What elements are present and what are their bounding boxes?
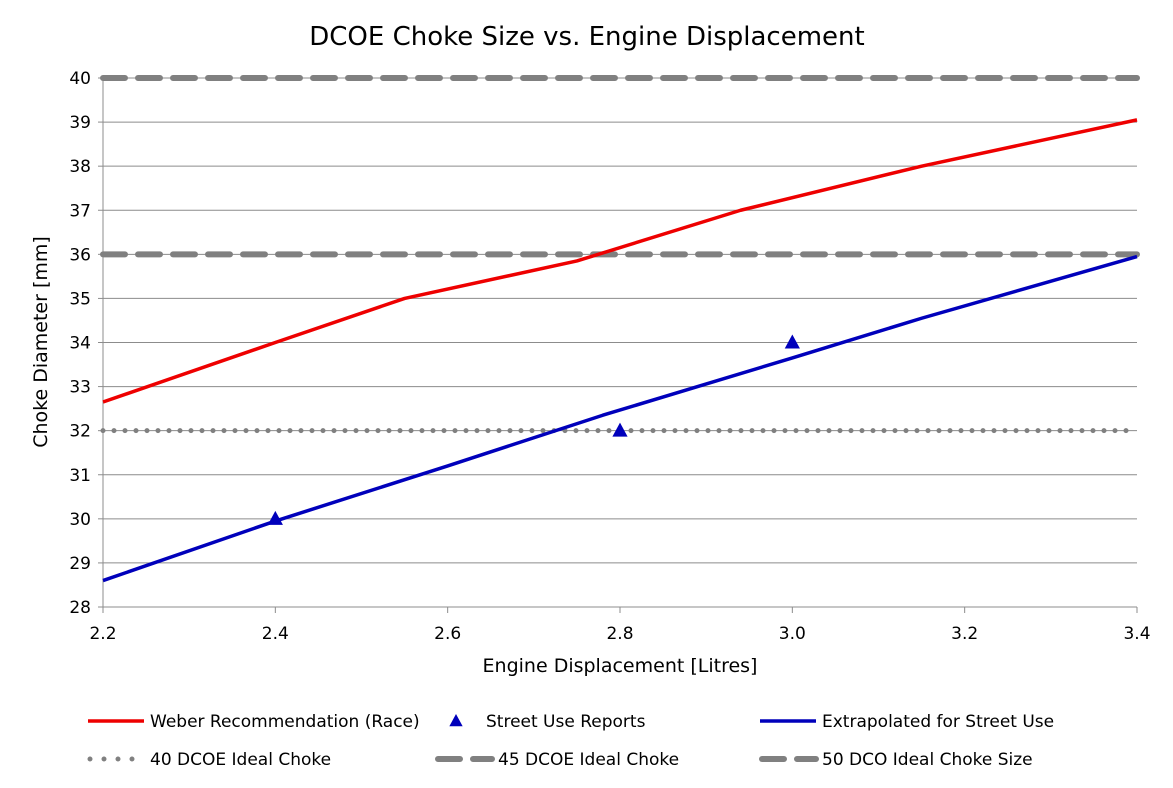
legend-label: 45 DCOE Ideal Choke bbox=[498, 750, 679, 770]
y-tick-label: 37 bbox=[69, 201, 91, 221]
legend-label: 40 DCOE Ideal Choke bbox=[150, 750, 331, 770]
y-tick-label: 31 bbox=[69, 466, 91, 486]
x-tick-label: 2.2 bbox=[89, 624, 116, 644]
legend: Weber Recommendation (Race) Street Use Re… bbox=[87, 712, 1054, 770]
y-tick-label: 28 bbox=[69, 598, 91, 618]
legend-item: 50 DCO Ideal Choke Size bbox=[759, 750, 1033, 770]
legend-item: 45 DCOE Ideal Choke bbox=[435, 750, 679, 770]
y-tick-label: 36 bbox=[69, 245, 91, 265]
series-1-point bbox=[267, 510, 283, 525]
legend-label: Street Use Reports bbox=[486, 712, 646, 732]
series-0-line bbox=[102, 118, 1138, 404]
x-axis-title: Engine Displacement [Litres] bbox=[483, 655, 758, 677]
series-1-point bbox=[612, 422, 628, 437]
x-tick-label: 2.8 bbox=[606, 624, 633, 644]
x-tick-label: 3.0 bbox=[779, 624, 806, 644]
series-2-line bbox=[102, 254, 1138, 583]
series-1-point bbox=[784, 334, 800, 349]
y-tick-label: 39 bbox=[69, 113, 91, 133]
legend-label: Weber Recommendation (Race) bbox=[150, 712, 420, 732]
y-tick-label: 40 bbox=[69, 69, 91, 89]
y-tick-label: 32 bbox=[69, 422, 91, 442]
legend-item: Extrapolated for Street Use bbox=[760, 712, 1054, 732]
legend-item: Weber Recommendation (Race) bbox=[88, 712, 420, 732]
legend-label: Extrapolated for Street Use bbox=[822, 712, 1054, 732]
y-tick-label: 34 bbox=[69, 334, 91, 354]
y-tick-label: 29 bbox=[69, 554, 91, 574]
legend-item: Street Use Reports bbox=[449, 712, 646, 732]
legend-label: 50 DCO Ideal Choke Size bbox=[822, 750, 1033, 770]
legend-triangle-swatch bbox=[449, 714, 463, 727]
x-tick-label: 2.4 bbox=[262, 624, 289, 644]
y-tick-label: 35 bbox=[69, 289, 91, 309]
y-axis-title: Choke Diameter [mm] bbox=[30, 236, 52, 448]
y-tick-label: 38 bbox=[69, 157, 91, 177]
legend-item: 40 DCOE Ideal Choke bbox=[87, 750, 331, 770]
x-tick-label: 3.4 bbox=[1123, 624, 1150, 644]
x-tick-label: 3.2 bbox=[951, 624, 978, 644]
y-tick-label: 33 bbox=[69, 378, 91, 398]
chart-title: DCOE Choke Size vs. Engine Displacement bbox=[309, 22, 864, 52]
axes: 28 29 30 31 32 33 34 35 36 37 38 39 40 2.2 2.4 2.6 2.8 3.… bbox=[69, 69, 1150, 644]
x-tick-label: 2.6 bbox=[434, 624, 461, 644]
plot-series bbox=[100, 75, 1140, 583]
y-tick-label: 30 bbox=[69, 510, 91, 530]
